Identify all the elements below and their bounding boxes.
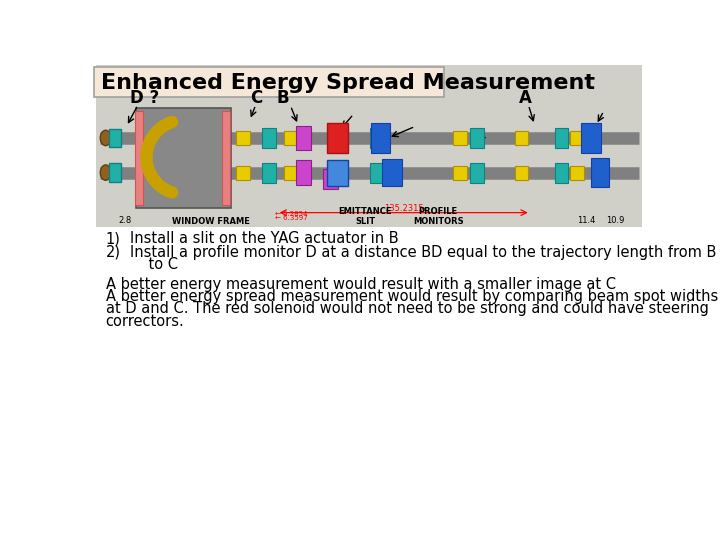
FancyBboxPatch shape xyxy=(327,159,348,186)
Text: A better energy measurement would result with a smaller image at C: A better energy measurement would result… xyxy=(106,276,616,292)
Text: C: C xyxy=(250,89,262,107)
FancyBboxPatch shape xyxy=(109,129,121,147)
FancyBboxPatch shape xyxy=(554,128,568,148)
Text: B: B xyxy=(276,89,289,107)
Text: correctors.: correctors. xyxy=(106,314,184,328)
FancyBboxPatch shape xyxy=(453,131,467,145)
FancyBboxPatch shape xyxy=(570,166,584,179)
FancyBboxPatch shape xyxy=(262,163,276,183)
Text: D ?: D ? xyxy=(130,89,160,107)
Text: PROFILE
MONITORS: PROFILE MONITORS xyxy=(413,207,464,226)
Text: Enhanced Energy Spread Measurement: Enhanced Energy Spread Measurement xyxy=(101,72,595,92)
FancyBboxPatch shape xyxy=(296,126,311,150)
FancyBboxPatch shape xyxy=(372,123,390,153)
FancyBboxPatch shape xyxy=(96,42,642,226)
Text: EMITTANCE
SLIT: EMITTANCE SLIT xyxy=(338,207,392,226)
FancyBboxPatch shape xyxy=(515,166,528,179)
FancyBboxPatch shape xyxy=(94,67,444,97)
FancyBboxPatch shape xyxy=(590,158,609,187)
Text: at D and C. The red solenoid would not need to be strong and could have steering: at D and C. The red solenoid would not n… xyxy=(106,301,708,316)
FancyBboxPatch shape xyxy=(554,163,568,183)
Text: ← 5.2854: ← 5.2854 xyxy=(275,211,307,217)
Text: 10.9: 10.9 xyxy=(606,215,624,225)
FancyBboxPatch shape xyxy=(235,166,250,179)
Text: to C: to C xyxy=(130,257,179,272)
FancyBboxPatch shape xyxy=(284,166,297,179)
FancyBboxPatch shape xyxy=(382,159,402,186)
Text: 135.2315: 135.2315 xyxy=(384,204,423,213)
FancyBboxPatch shape xyxy=(323,168,338,189)
Text: Install a profile monitor D at a distance BD equal to the trajectory length from: Install a profile monitor D at a distanc… xyxy=(130,245,716,260)
FancyBboxPatch shape xyxy=(284,131,297,145)
Text: Install a slit on the YAG actuator in B: Install a slit on the YAG actuator in B xyxy=(130,231,399,246)
Text: 2.8: 2.8 xyxy=(119,215,132,225)
Text: ← 6.3597: ← 6.3597 xyxy=(275,215,308,221)
FancyBboxPatch shape xyxy=(453,166,467,179)
Ellipse shape xyxy=(100,130,111,146)
Text: 11.4: 11.4 xyxy=(577,215,595,225)
FancyBboxPatch shape xyxy=(135,108,231,208)
FancyBboxPatch shape xyxy=(235,131,250,145)
FancyBboxPatch shape xyxy=(515,131,528,145)
FancyBboxPatch shape xyxy=(327,123,348,153)
FancyBboxPatch shape xyxy=(370,163,384,183)
FancyBboxPatch shape xyxy=(296,160,311,185)
FancyBboxPatch shape xyxy=(222,111,230,205)
Text: A: A xyxy=(519,89,532,107)
FancyBboxPatch shape xyxy=(135,111,143,205)
FancyBboxPatch shape xyxy=(581,123,600,153)
FancyBboxPatch shape xyxy=(470,128,484,148)
Text: WINDOW FRAME: WINDOW FRAME xyxy=(172,217,250,226)
FancyBboxPatch shape xyxy=(370,128,384,148)
Ellipse shape xyxy=(100,165,111,180)
Text: 2): 2) xyxy=(106,245,121,260)
FancyBboxPatch shape xyxy=(470,163,484,183)
FancyBboxPatch shape xyxy=(570,131,584,145)
Text: 1): 1) xyxy=(106,231,120,246)
Text: A better energy spread measurement would result by comparing beam spot widths: A better energy spread measurement would… xyxy=(106,289,718,304)
FancyBboxPatch shape xyxy=(262,128,276,148)
FancyBboxPatch shape xyxy=(109,164,121,182)
